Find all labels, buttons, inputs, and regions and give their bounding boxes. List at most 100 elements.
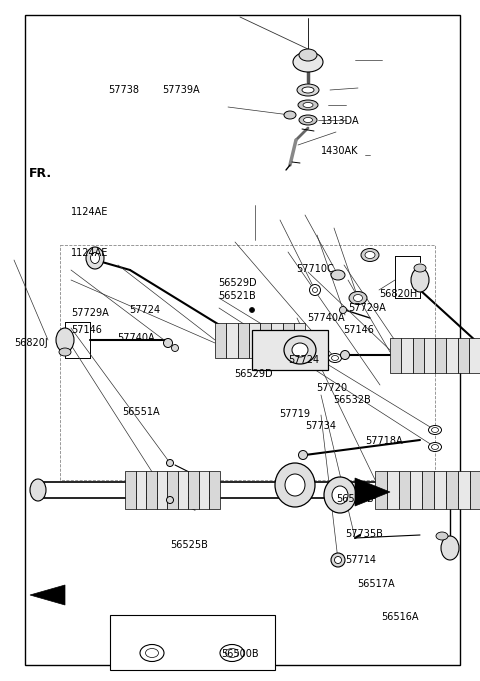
Bar: [469, 471, 480, 509]
Bar: [458, 471, 469, 509]
Text: 1124AE: 1124AE: [71, 208, 108, 217]
Text: 1124AE: 1124AE: [71, 249, 108, 258]
Ellipse shape: [292, 343, 308, 357]
Bar: [135, 471, 146, 509]
Ellipse shape: [303, 103, 313, 108]
Bar: [199, 471, 209, 509]
Ellipse shape: [429, 443, 442, 452]
Bar: [252, 330, 328, 370]
Text: 57740A: 57740A: [307, 313, 345, 323]
Bar: [249, 323, 260, 358]
Bar: [226, 323, 238, 358]
Ellipse shape: [310, 285, 321, 296]
Text: 57724: 57724: [288, 355, 319, 364]
Ellipse shape: [324, 477, 356, 513]
Text: 57729A: 57729A: [348, 304, 386, 313]
Ellipse shape: [91, 253, 99, 264]
Ellipse shape: [299, 115, 317, 125]
Ellipse shape: [441, 536, 459, 560]
Ellipse shape: [349, 291, 367, 304]
Ellipse shape: [250, 308, 254, 313]
Ellipse shape: [298, 100, 318, 110]
Ellipse shape: [332, 486, 348, 504]
Text: 56529D: 56529D: [218, 278, 257, 287]
Ellipse shape: [167, 496, 173, 503]
Text: 57720: 57720: [316, 383, 347, 393]
Bar: [387, 471, 398, 509]
Bar: [398, 471, 410, 509]
Ellipse shape: [226, 648, 239, 657]
Ellipse shape: [335, 556, 341, 563]
Text: 56532B: 56532B: [334, 396, 372, 405]
Text: 57734: 57734: [305, 422, 336, 431]
Ellipse shape: [302, 87, 314, 93]
Bar: [178, 471, 188, 509]
Bar: [469, 338, 480, 373]
Ellipse shape: [59, 348, 71, 356]
Ellipse shape: [167, 460, 173, 466]
Bar: [401, 338, 412, 373]
Text: 56525B: 56525B: [170, 540, 208, 550]
Text: 57719: 57719: [279, 409, 311, 419]
Bar: [446, 338, 457, 373]
Bar: [146, 471, 156, 509]
Text: 56820H: 56820H: [379, 289, 418, 299]
Bar: [156, 471, 167, 509]
Text: 57146: 57146: [343, 326, 374, 335]
Polygon shape: [355, 478, 390, 506]
Bar: [271, 323, 283, 358]
Bar: [110, 615, 275, 670]
Bar: [125, 471, 135, 509]
Ellipse shape: [171, 345, 179, 351]
Bar: [238, 323, 249, 358]
Ellipse shape: [340, 351, 349, 360]
Ellipse shape: [432, 428, 439, 432]
Text: 56510B: 56510B: [336, 494, 373, 504]
Bar: [435, 338, 446, 373]
Ellipse shape: [332, 355, 338, 360]
Bar: [188, 471, 199, 509]
Ellipse shape: [353, 294, 362, 302]
Ellipse shape: [275, 463, 315, 507]
Text: 56517A: 56517A: [358, 580, 395, 589]
Text: 1430AK: 1430AK: [321, 146, 358, 156]
Text: 57146: 57146: [71, 325, 102, 334]
Text: 56529D: 56529D: [234, 369, 273, 379]
Ellipse shape: [164, 338, 172, 347]
Bar: [294, 323, 305, 358]
Text: 57710C: 57710C: [297, 264, 335, 274]
Polygon shape: [30, 585, 65, 605]
Text: 57724: 57724: [130, 305, 161, 315]
Ellipse shape: [331, 270, 345, 280]
Text: 56500B: 56500B: [221, 649, 259, 659]
Text: 56820J: 56820J: [14, 338, 48, 347]
Bar: [446, 471, 458, 509]
Ellipse shape: [331, 553, 345, 567]
Ellipse shape: [436, 532, 448, 540]
Ellipse shape: [339, 306, 347, 313]
Ellipse shape: [140, 644, 164, 661]
Ellipse shape: [293, 52, 323, 72]
Ellipse shape: [30, 479, 46, 501]
Ellipse shape: [284, 111, 296, 119]
Ellipse shape: [145, 648, 158, 657]
Ellipse shape: [429, 426, 442, 434]
Bar: [375, 471, 387, 509]
Bar: [422, 471, 434, 509]
Ellipse shape: [414, 264, 426, 272]
Bar: [457, 338, 469, 373]
Bar: [260, 323, 271, 358]
Ellipse shape: [411, 268, 429, 292]
Text: 56521B: 56521B: [218, 291, 256, 301]
Text: 57714: 57714: [346, 556, 377, 565]
Text: 57740A: 57740A: [118, 334, 155, 343]
Text: FR.: FR.: [29, 167, 52, 180]
Ellipse shape: [303, 118, 312, 123]
Ellipse shape: [432, 445, 439, 449]
Ellipse shape: [299, 451, 308, 460]
Bar: [434, 471, 446, 509]
Bar: [410, 471, 422, 509]
Ellipse shape: [365, 251, 375, 259]
Bar: [390, 338, 401, 373]
Bar: [424, 338, 435, 373]
